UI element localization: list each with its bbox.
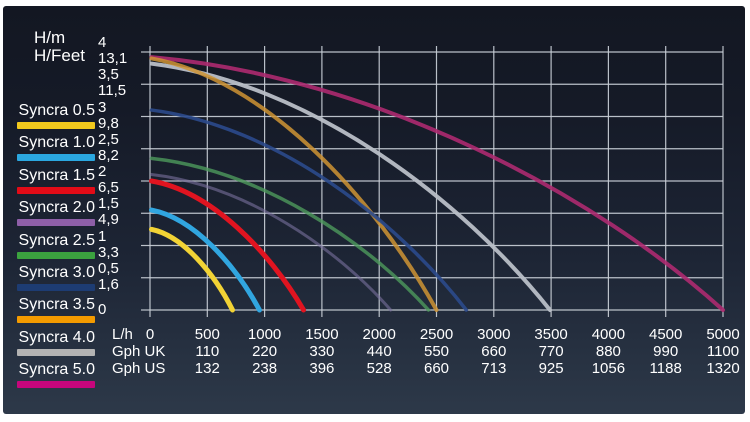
- legend-item-color-bar: [17, 251, 95, 259]
- legend-item-label: Syncra 1.5: [18, 166, 95, 184]
- x-tick-gph-uk: 990: [653, 343, 679, 360]
- legend-item-color-bar: [17, 154, 95, 162]
- x-tick-lh: 1500: [305, 326, 339, 343]
- x-tick-lh: 1000: [247, 326, 282, 343]
- x-axis-row-label-lh: L/h: [112, 326, 133, 343]
- legend-item-label: Syncra 3.5: [18, 296, 95, 314]
- legend-item-label: Syncra 2.0: [18, 199, 95, 217]
- legend-item-label: Syncra 2.5: [18, 231, 95, 249]
- x-tick-lh: 4000: [591, 326, 626, 343]
- x-tick-gph-us: 1056: [591, 360, 626, 377]
- y-tick-meters: 3: [98, 98, 107, 116]
- x-tick-gph-us: 238: [252, 360, 278, 377]
- x-tick-lh: 2000: [362, 326, 396, 343]
- legend-item-color-bar: [17, 219, 95, 227]
- x-tick-lh: 3000: [477, 326, 511, 343]
- y-tick-feet: 13,1: [98, 50, 128, 67]
- x-tick-gph-uk: 220: [252, 343, 278, 360]
- x-tick-gph-us: 660: [423, 360, 450, 377]
- legend-item-color-bar: [17, 348, 95, 356]
- x-tick-lh: 2500: [419, 326, 454, 343]
- x-tick-gph-uk: 1100: [706, 343, 740, 360]
- x-tick-lh: 0: [145, 326, 155, 343]
- legend-item-color-bar: [17, 122, 95, 129]
- y-tick-meters: 4: [98, 34, 107, 51]
- x-tick-gph-uk: 880: [595, 343, 621, 360]
- y-tick-meters: 1,5: [98, 195, 119, 213]
- y-tick-meters: 0,5: [98, 259, 119, 277]
- x-tick-lh: 4500: [649, 326, 683, 343]
- legend-item-label: Syncra 5.0: [18, 361, 95, 379]
- x-tick-lh: 5000: [706, 326, 740, 343]
- legend-item: Syncra 0.5: [17, 102, 95, 129]
- legend-item-label: Syncra 0.5: [18, 102, 95, 119]
- x-tick-gph-us: 1188: [649, 360, 682, 377]
- y-tick-feet: 4,9: [98, 211, 119, 229]
- x-tick-gph-us: 925: [538, 360, 564, 377]
- y-tick-meters: 2: [98, 163, 107, 180]
- x-tick-gph-uk: 550: [423, 343, 450, 360]
- legend-item-label: Syncra 3.0: [18, 264, 95, 281]
- x-tick-gph-uk: 110: [195, 343, 220, 360]
- legend-item: Syncra 1.5: [17, 167, 95, 194]
- legend-item: Syncra 3.5: [17, 296, 95, 324]
- y-tick-meters: 2,5: [98, 130, 119, 148]
- y-tick-meters: 0: [98, 301, 107, 318]
- y-tick-feet: 6,5: [98, 179, 119, 196]
- x-tick-gph-uk: 440: [366, 343, 392, 360]
- y-tick-feet: 11,5: [98, 82, 127, 100]
- legend-item-color-bar: [17, 316, 95, 324]
- x-tick-gph-us: 1320: [706, 360, 740, 377]
- legend-item-color-bar: [17, 381, 95, 389]
- x-tick-lh: 3500: [534, 326, 568, 343]
- y-tick-feet: 1,6: [98, 275, 119, 293]
- y-tick-feet: 9,8: [98, 114, 119, 132]
- y-tick-meters: 3,5: [98, 66, 119, 84]
- y-axis-title-feet: H/Feet: [34, 46, 86, 65]
- x-axis-row-label-gph-us: Gph US: [112, 360, 166, 377]
- x-tick-gph-us: 528: [366, 360, 392, 377]
- y-axis-title-meters: H/m: [34, 28, 66, 47]
- x-tick-gph-us: 713: [481, 360, 507, 377]
- legend-item-label: Syncra 4.0: [18, 328, 95, 346]
- x-tick-gph-uk: 660: [481, 343, 507, 360]
- legend-item: Syncra 2.5: [17, 232, 95, 259]
- legend-item: Syncra 2.0: [17, 199, 95, 227]
- x-tick-gph-uk: 330: [309, 343, 335, 360]
- legend-item: Syncra 5.0: [17, 361, 95, 389]
- x-tick-gph-us: 132: [194, 360, 220, 377]
- y-tick-feet: 8,2: [98, 146, 119, 164]
- x-tick-lh: 500: [194, 326, 220, 343]
- legend-item-color-bar: [17, 284, 95, 291]
- legend-item: Syncra 3.0: [17, 264, 95, 291]
- legend-item: Syncra 4.0: [17, 329, 95, 356]
- legend-item: Syncra 1.0: [17, 134, 95, 162]
- x-tick-gph-us: 396: [309, 360, 335, 377]
- y-tick-meters: 1: [98, 227, 107, 245]
- legend-item-label: Syncra 1.0: [18, 134, 95, 152]
- legend-item-color-bar: [17, 186, 95, 194]
- x-tick-gph-uk: 770: [538, 343, 564, 360]
- y-tick-feet: 3,3: [98, 243, 119, 261]
- x-axis-row-label-gph-uk: Gph UK: [112, 343, 166, 360]
